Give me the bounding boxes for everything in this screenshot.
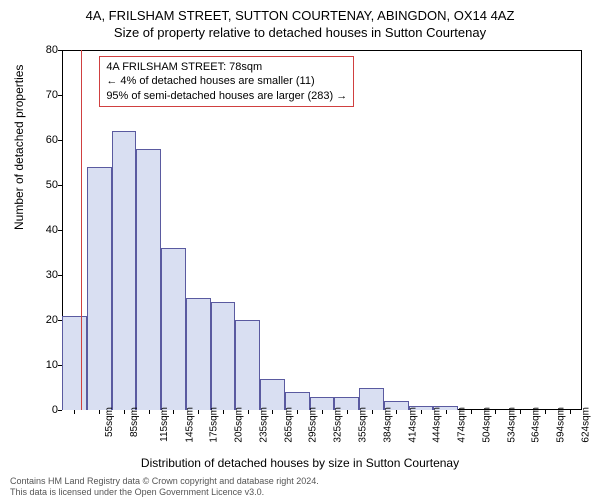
y-tick-label: 50	[28, 179, 58, 191]
x-tick-mark	[372, 410, 373, 414]
y-tick-mark	[58, 365, 62, 366]
y-tick-label: 10	[28, 359, 58, 371]
x-tick-mark	[74, 410, 75, 414]
x-tick-label: 444sqm	[432, 407, 443, 443]
x-tick-label: 325sqm	[333, 407, 344, 443]
x-tick-label: 295sqm	[308, 407, 319, 443]
x-tick-label: 564sqm	[531, 407, 542, 443]
y-tick-label: 0	[28, 404, 58, 416]
x-axis-label: Distribution of detached houses by size …	[0, 456, 600, 470]
x-tick-mark	[223, 410, 224, 414]
x-tick-mark	[421, 410, 422, 414]
x-tick-mark	[124, 410, 125, 414]
y-tick-label: 70	[28, 89, 58, 101]
x-tick-label: 55sqm	[104, 407, 115, 437]
chart-title-sub: Size of property relative to detached ho…	[0, 23, 600, 40]
attribution-line-2: This data is licensed under the Open Gov…	[10, 487, 319, 498]
bar	[161, 248, 186, 410]
bar	[112, 131, 137, 410]
x-tick-mark	[272, 410, 273, 414]
y-tick-label: 60	[28, 134, 58, 146]
bar	[260, 379, 285, 411]
y-tick-mark	[58, 230, 62, 231]
x-tick-label: 504sqm	[481, 407, 492, 443]
y-tick-mark	[58, 185, 62, 186]
x-tick-mark	[520, 410, 521, 414]
x-tick-label: 474sqm	[457, 407, 468, 443]
y-tick-label: 80	[28, 44, 58, 56]
x-tick-label: 175sqm	[209, 407, 220, 443]
y-tick-mark	[58, 50, 62, 51]
x-tick-mark	[347, 410, 348, 414]
bar	[211, 302, 236, 410]
x-tick-mark	[396, 410, 397, 414]
x-tick-mark	[446, 410, 447, 414]
bar	[186, 298, 211, 411]
x-tick-label: 205sqm	[234, 407, 245, 443]
x-tick-mark	[545, 410, 546, 414]
x-tick-label: 414sqm	[407, 407, 418, 443]
x-tick-label: 115sqm	[159, 407, 170, 442]
attribution-line-1: Contains HM Land Registry data © Crown c…	[10, 476, 319, 487]
x-tick-label: 534sqm	[506, 407, 517, 443]
bar	[235, 320, 260, 410]
annotation-line-3: 95% of semi-detached houses are larger (…	[106, 89, 347, 103]
x-tick-label: 265sqm	[283, 407, 294, 443]
x-tick-label: 145sqm	[184, 407, 195, 443]
x-tick-mark	[248, 410, 249, 414]
y-tick-label: 20	[28, 314, 58, 326]
annotation-line-1: 4A FRILSHAM STREET: 78sqm	[106, 60, 347, 74]
bar	[62, 316, 87, 411]
annotation-box: 4A FRILSHAM STREET: 78sqm ← 4% of detach…	[99, 56, 354, 107]
chart-title-main: 4A, FRILSHAM STREET, SUTTON COURTENAY, A…	[0, 0, 600, 23]
x-tick-label: 235sqm	[259, 407, 270, 443]
x-tick-mark	[570, 410, 571, 414]
x-tick-label: 85sqm	[129, 407, 140, 437]
x-tick-mark	[99, 410, 100, 414]
y-tick-label: 30	[28, 269, 58, 281]
reference-line	[81, 50, 82, 410]
bar	[87, 167, 112, 410]
x-tick-label: 624sqm	[580, 407, 591, 443]
bar	[136, 149, 161, 410]
y-tick-label: 40	[28, 224, 58, 236]
y-axis-label: Number of detached properties	[12, 65, 26, 230]
x-tick-mark	[471, 410, 472, 414]
y-tick-mark	[58, 95, 62, 96]
y-tick-mark	[58, 140, 62, 141]
x-tick-label: 594sqm	[556, 407, 567, 443]
chart-area: 01020304050607080 55sqm85sqm115sqm145sqm…	[62, 50, 582, 410]
x-tick-mark	[173, 410, 174, 414]
y-tick-mark	[58, 410, 62, 411]
x-tick-mark	[322, 410, 323, 414]
attribution: Contains HM Land Registry data © Crown c…	[10, 476, 319, 498]
x-tick-label: 384sqm	[382, 407, 393, 443]
x-tick-mark	[495, 410, 496, 414]
x-tick-label: 355sqm	[358, 407, 369, 443]
x-tick-mark	[149, 410, 150, 414]
y-tick-mark	[58, 320, 62, 321]
annotation-line-2: ← 4% of detached houses are smaller (11)	[106, 74, 347, 88]
x-tick-mark	[297, 410, 298, 414]
x-tick-mark	[198, 410, 199, 414]
y-tick-mark	[58, 275, 62, 276]
